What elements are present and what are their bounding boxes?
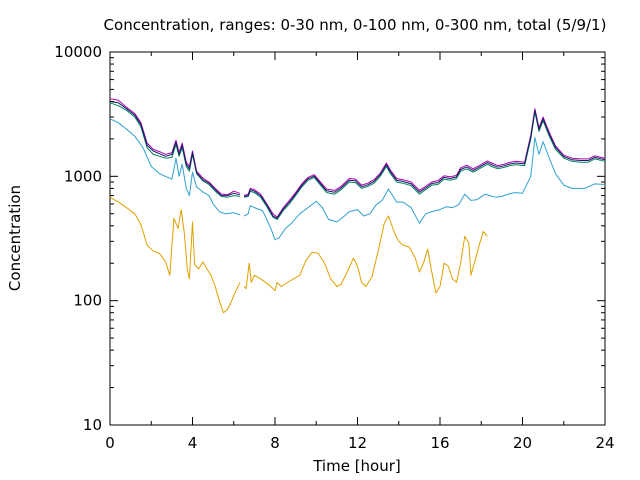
x-tick-label: 0 xyxy=(105,434,115,452)
y-tick-label: 10 xyxy=(83,416,102,434)
series-1-line-segment-2 xyxy=(243,215,488,294)
x-tick-label: 4 xyxy=(188,434,198,452)
x-tick-label: 12 xyxy=(348,434,367,452)
series-1-line-segment-1 xyxy=(109,196,241,314)
series-2-line-segment-2 xyxy=(243,137,606,241)
chart-title: Concentration, ranges: 0-30 nm, 0-100 nm… xyxy=(104,16,607,34)
series-layer xyxy=(109,98,606,314)
y-tick-label: 1000 xyxy=(64,167,102,185)
series-3-line-segment-1 xyxy=(109,102,240,198)
y-axis-title: Concentration xyxy=(6,185,24,291)
series-2-line-segment-1 xyxy=(109,118,241,216)
x-tick-label: 20 xyxy=(513,434,532,452)
y-tick-label: 10000 xyxy=(54,43,102,61)
series-5-line-segment-1 xyxy=(109,101,241,197)
x-axis-title: Time [hour] xyxy=(312,457,401,475)
y-tick-label: 100 xyxy=(73,292,102,310)
series-3-line-segment-2 xyxy=(244,111,606,220)
x-tick-label: 16 xyxy=(430,434,449,452)
series-5-line-segment-2 xyxy=(244,109,606,219)
tick-layer: 0 4 8 12 16 20 24 10 100 1000 10000 xyxy=(54,43,614,452)
series-4-line-segment-1 xyxy=(109,98,241,196)
plot-frame xyxy=(109,51,606,426)
x-tick-label: 24 xyxy=(595,434,614,452)
x-tick-label: 8 xyxy=(270,434,280,452)
